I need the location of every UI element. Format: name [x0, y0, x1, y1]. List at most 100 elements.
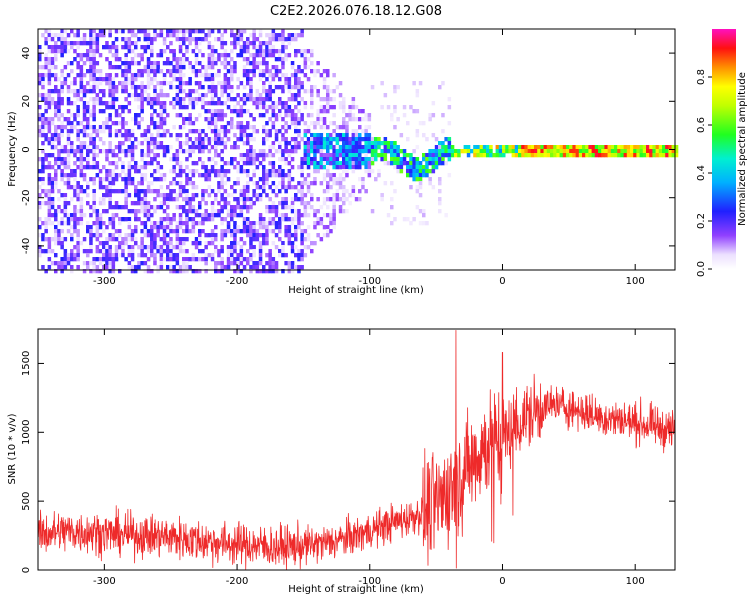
- spectrogram-cell: [102, 229, 106, 234]
- spectrogram-cell: [329, 197, 333, 202]
- spectrogram-cell: [319, 221, 324, 226]
- spectrogram-cell: [284, 73, 288, 78]
- spectrogram-cell: [364, 133, 368, 138]
- spectrogram-cell: [201, 141, 205, 146]
- spectrogram-cell: [207, 57, 212, 62]
- spectrogram-cell: [614, 149, 618, 154]
- spectrogram-cell: [98, 89, 103, 94]
- spectrogram-cell: [674, 153, 679, 158]
- spectrogram-cell: [118, 189, 122, 194]
- spectrogram-cell: [249, 113, 253, 118]
- spectrogram-cell: [172, 189, 176, 194]
- spectrogram-cell: [134, 77, 138, 82]
- spectrogram-cell: [214, 57, 218, 62]
- spectrogram-cell: [252, 129, 256, 134]
- spectrogram-cell: [306, 49, 311, 54]
- spectrogram-cell: [658, 145, 663, 150]
- spectrogram-cell: [252, 221, 256, 226]
- spectrogram-cell: [92, 29, 96, 34]
- spectrogram-cell: [390, 181, 394, 186]
- spectrogram-cell: [246, 189, 250, 194]
- spectrogram-cell: [239, 97, 244, 102]
- spectrogram-cell: [95, 97, 100, 102]
- spectrogram-cell: [242, 133, 247, 138]
- spectrogram-cell: [444, 137, 448, 142]
- spectrogram-cell: [342, 125, 346, 130]
- spectrogram-cell: [300, 161, 304, 166]
- spectrogram-cell: [402, 161, 407, 166]
- spectrogram-cell: [348, 193, 352, 198]
- spectrogram-cell: [108, 89, 112, 94]
- spectrogram-cell: [194, 69, 199, 74]
- spectrogram-cell: [41, 33, 45, 38]
- spectrogram-cell: [156, 265, 160, 270]
- spectrogram-cell: [316, 137, 320, 142]
- spectrogram-cell: [191, 221, 196, 226]
- spectrogram-cell: [300, 181, 304, 186]
- spectrogram-cell: [348, 145, 352, 150]
- spectrogram-cell: [326, 165, 330, 170]
- spectrogram-cell: [620, 149, 624, 154]
- spectrogram-cell: [239, 209, 244, 214]
- spectrogram-cell: [287, 37, 292, 42]
- spectrogram-cell: [92, 209, 96, 214]
- spectrogram-cell: [105, 209, 109, 214]
- spectrogram-cell: [89, 141, 93, 146]
- spectrogram-cell: [207, 177, 212, 182]
- spectrogram-cell: [438, 157, 442, 162]
- spectrogram-cell: [60, 49, 64, 54]
- spectrogram-cell: [655, 149, 660, 154]
- spectrogram-cell: [342, 145, 346, 150]
- spectrogram-cell: [242, 265, 247, 270]
- spectrogram-cell: [150, 141, 154, 146]
- spectrogram-cell: [111, 233, 116, 238]
- spectrogram-cell: [130, 245, 135, 250]
- spectrogram-cell: [281, 185, 285, 190]
- spectrogram-cell: [220, 217, 224, 222]
- spectrogram-cell: [409, 221, 413, 226]
- spectrogram-cell: [438, 201, 442, 206]
- spectrogram-cell: [130, 177, 135, 182]
- spectrogram-cell: [134, 169, 138, 174]
- spectrogram-cell: [402, 149, 407, 154]
- spectrogram-cell: [146, 185, 151, 190]
- spectrogram-cell: [249, 245, 253, 250]
- spectrogram-cell: [230, 121, 234, 126]
- spectrogram-x-label: Height of straight line (km): [288, 285, 424, 296]
- spectrogram-cell: [342, 197, 346, 202]
- spectrogram-cell: [108, 221, 112, 226]
- spectrogram-cell: [316, 217, 320, 222]
- spectrogram-cell: [396, 85, 400, 90]
- spectrogram-cell: [86, 101, 90, 106]
- spectrogram-cell: [38, 245, 42, 250]
- spectrogram-cell: [300, 253, 304, 258]
- spectrogram-cell: [252, 153, 256, 158]
- spectrogram-cell: [98, 233, 103, 238]
- spectrogram-cell: [594, 149, 599, 154]
- spectrogram-cell: [220, 101, 224, 106]
- spectrogram-cell: [54, 225, 58, 230]
- spectrogram-cell: [182, 33, 186, 38]
- spectrogram-cell: [242, 201, 247, 206]
- spectrogram-cell: [425, 173, 429, 178]
- spectrogram-cell: [361, 185, 365, 190]
- spectrogram-cell: [294, 113, 298, 118]
- spectrogram-cell: [316, 197, 320, 202]
- spectrogram-cell: [258, 249, 263, 254]
- spectrogram-cell: [182, 257, 186, 262]
- spectrogram-cell: [89, 109, 93, 114]
- spectrogram-cell: [207, 185, 212, 190]
- spectrogram-cell: [150, 269, 154, 274]
- spectrogram-cell: [89, 245, 93, 250]
- spectrogram-cell: [102, 149, 106, 154]
- spectrogram-cell: [617, 145, 621, 150]
- spectrogram-cell: [249, 205, 253, 210]
- spectrogram-cell: [415, 185, 420, 190]
- spectrogram-cell: [50, 89, 55, 94]
- spectrogram-cell: [319, 181, 324, 186]
- spectrogram-cell: [271, 169, 276, 174]
- spectrogram-cell: [73, 217, 77, 222]
- spectrogram-cell: [300, 69, 304, 74]
- spectrogram-cell: [47, 69, 52, 74]
- spectrogram-cell: [191, 29, 196, 34]
